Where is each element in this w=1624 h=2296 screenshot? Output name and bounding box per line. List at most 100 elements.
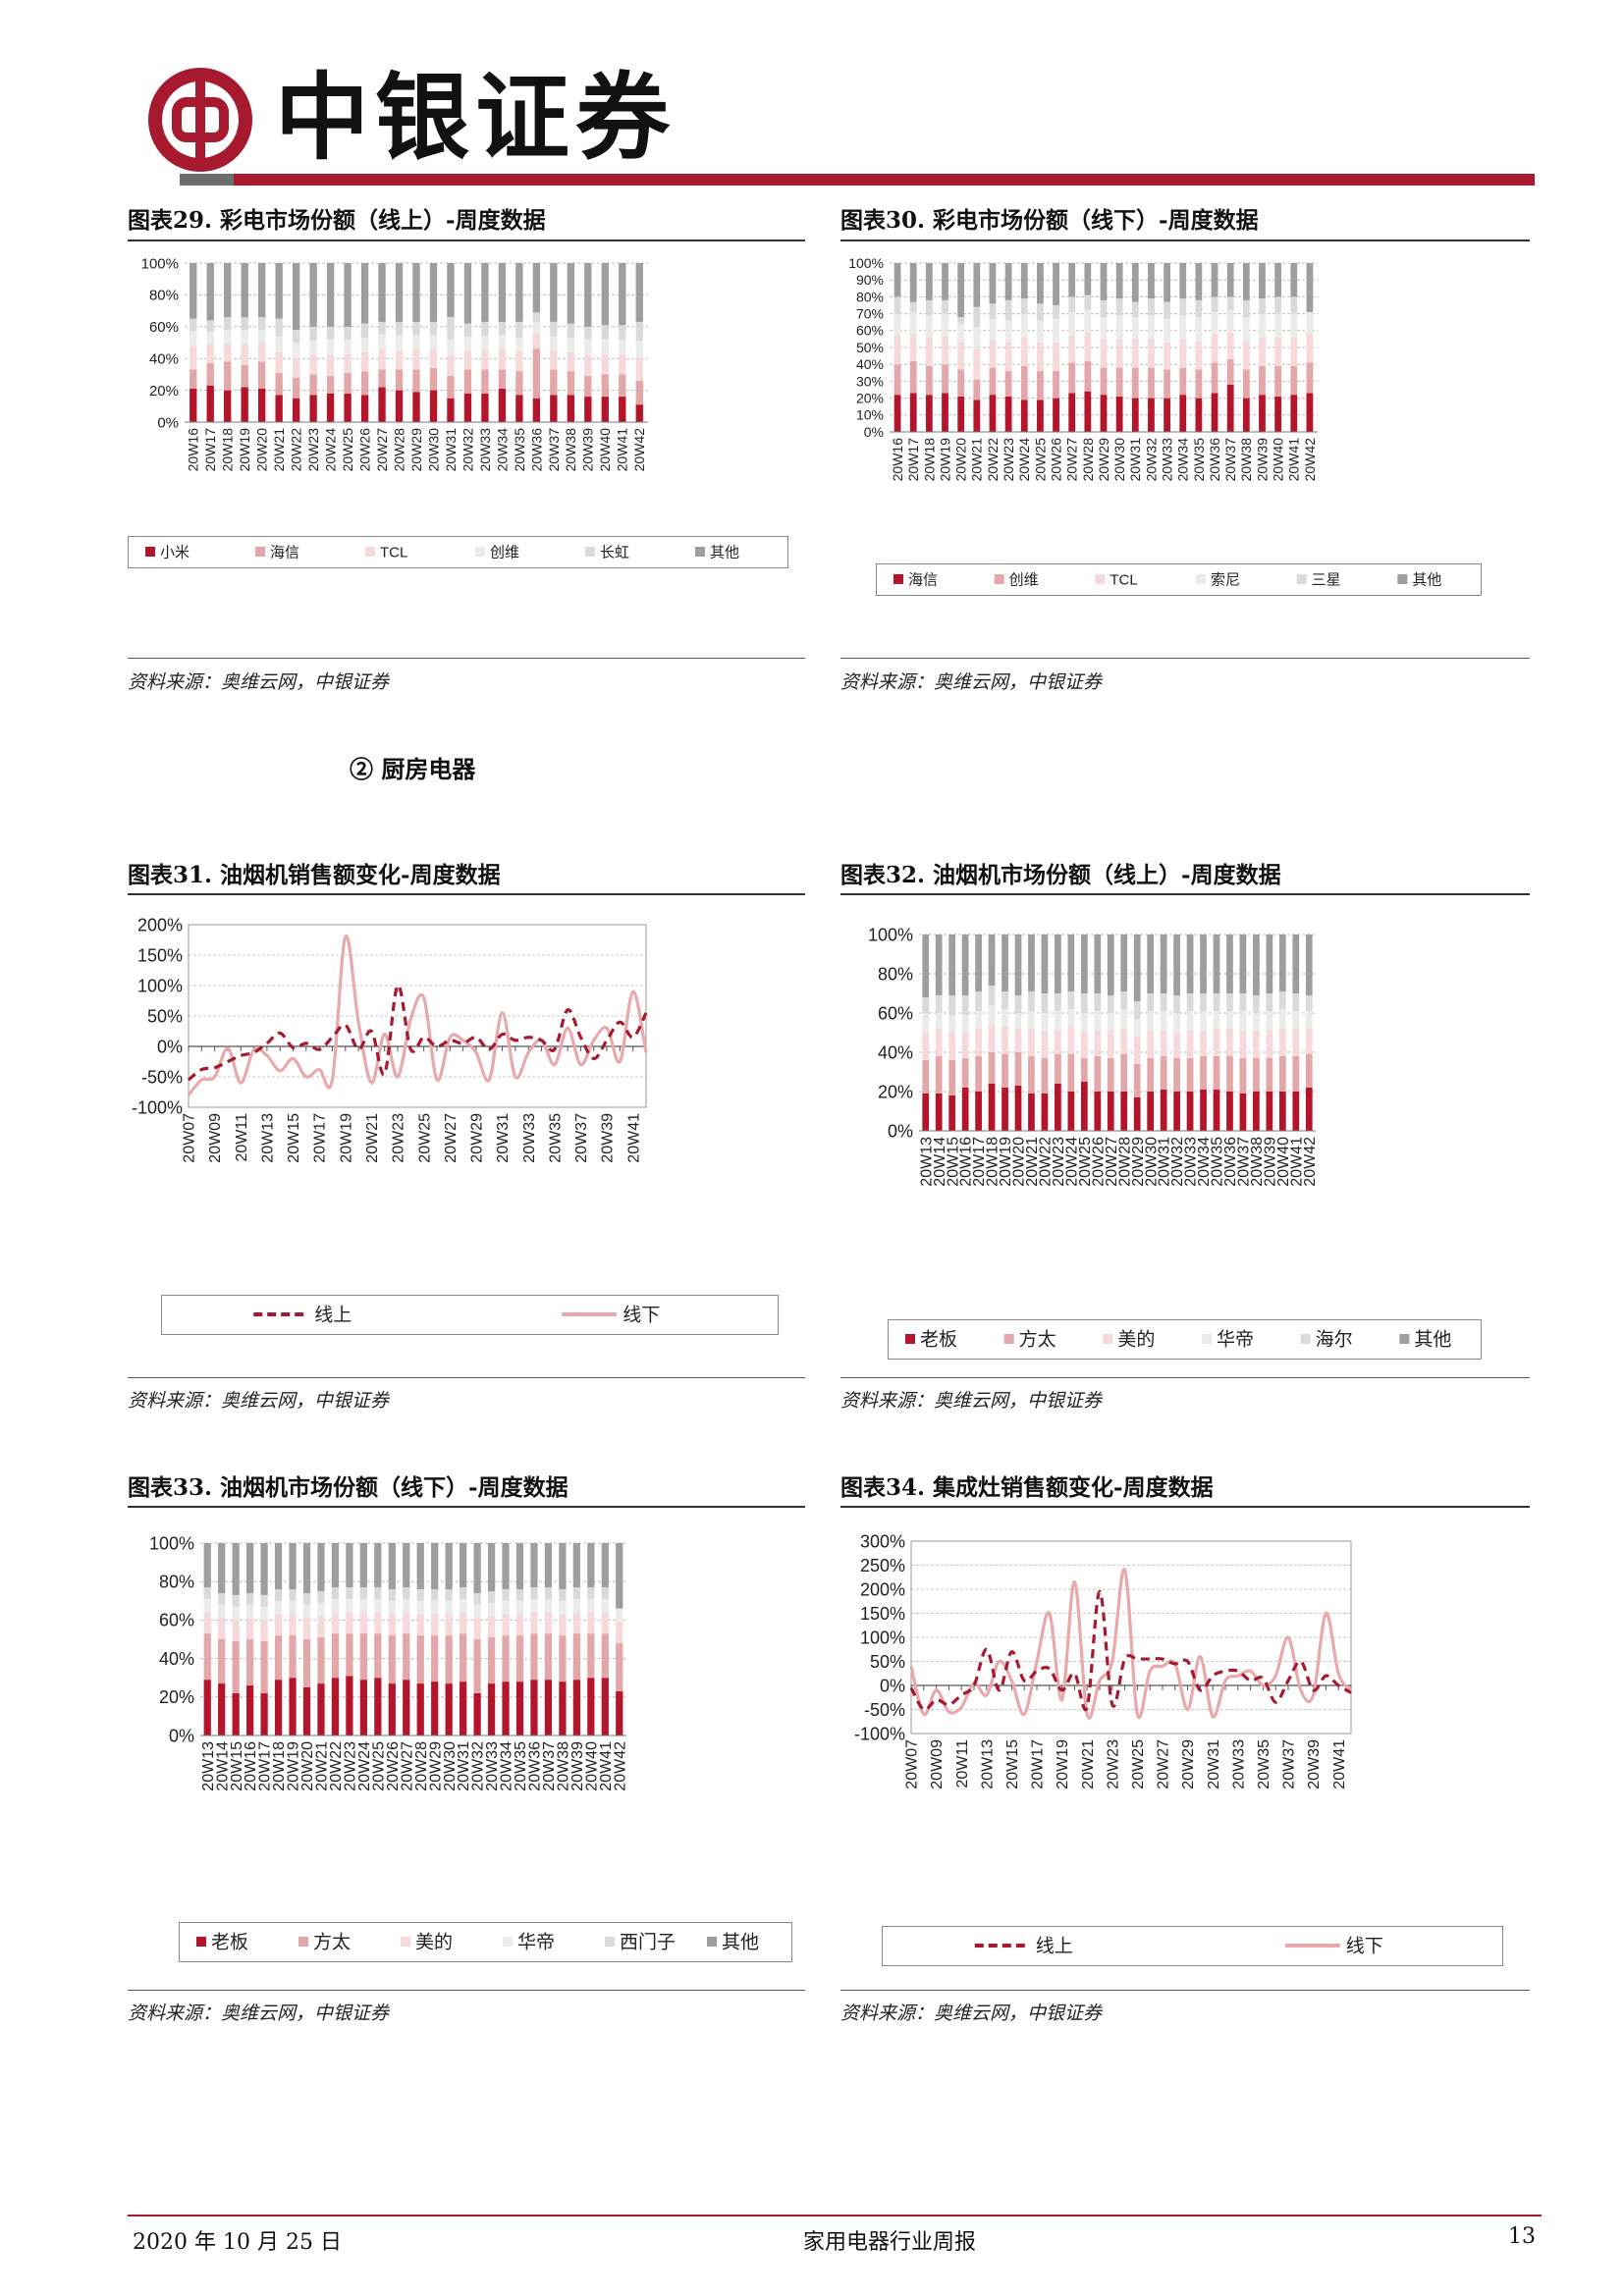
x-tick-label: 20W22 (289, 428, 304, 472)
y-tick-label: 50% (147, 1006, 183, 1026)
legend-swatch (255, 547, 265, 557)
bar-segment (1186, 1092, 1194, 1131)
bar-segment (289, 1589, 297, 1601)
bar-segment (473, 1592, 481, 1605)
x-tick-label: 20W21 (1024, 1137, 1041, 1187)
bar-segment (572, 1633, 580, 1681)
y-tick-label: 150% (137, 945, 183, 965)
bar-segment (292, 263, 300, 331)
bar-segment (925, 263, 933, 300)
y-tick-label: 0% (888, 1121, 913, 1141)
y-tick-label: 200% (860, 1579, 905, 1599)
bar-segment (1094, 1011, 1102, 1031)
bar-segment (1055, 934, 1061, 993)
bar-segment (309, 263, 317, 327)
bar-segment (232, 1543, 240, 1595)
x-tick-label: 20W32 (1169, 1137, 1186, 1187)
bar-segment (502, 1543, 510, 1590)
x-tick-label: 20W23 (1001, 438, 1016, 482)
legend-swatch (1103, 1334, 1113, 1344)
bar-segment (601, 1543, 609, 1588)
bar-segment (1164, 369, 1170, 399)
bar-segment (909, 393, 917, 432)
bar-segment (487, 1683, 496, 1735)
bar-segment (1028, 1094, 1035, 1131)
brand-header: 中银证券 (147, 59, 1542, 187)
bar-segment (515, 1543, 524, 1590)
bar-segment (989, 303, 997, 319)
x-tick-label: 20W41 (625, 1113, 642, 1163)
bar-segment (1001, 1088, 1008, 1131)
x-tick-label: 20W36 (527, 1741, 544, 1791)
bar-segment (530, 1680, 538, 1735)
bar-segment (988, 934, 996, 986)
bar-segment (1266, 1031, 1273, 1058)
bar-segment (1186, 934, 1194, 993)
bar-segment (550, 369, 558, 396)
bar-segment (317, 1683, 325, 1735)
bar-segment (309, 395, 317, 422)
bar-segment (530, 1587, 538, 1599)
bar-segment (532, 263, 541, 313)
bar-segment (989, 395, 997, 432)
x-tick-label: 20W16 (890, 438, 905, 482)
bar-segment (274, 1543, 283, 1590)
bar-segment (961, 995, 969, 1015)
x-tick-label: 20W29 (1096, 438, 1111, 482)
bar-segment (447, 354, 455, 377)
bar-segment (1164, 342, 1170, 370)
bar-segment (957, 369, 965, 397)
x-tick-label: 20W14 (214, 1741, 231, 1791)
bar-segment (498, 388, 507, 422)
bar-segment (925, 299, 933, 316)
bar-segment (206, 363, 214, 386)
bar-segment (317, 1616, 325, 1638)
bar-segment (463, 323, 472, 337)
bar-segment (1164, 301, 1170, 319)
x-tick-label: 20W14 (932, 1137, 948, 1187)
bar-segment (1037, 320, 1044, 343)
bar-segment (1179, 263, 1187, 299)
bar-segment (1131, 263, 1139, 302)
bar-segment (530, 1543, 538, 1588)
bar-segment (1211, 393, 1218, 432)
bar-segment (487, 1602, 496, 1617)
bar-segment (203, 1612, 211, 1634)
bar-segment (515, 1589, 524, 1601)
bar-segment (232, 1620, 240, 1641)
bar-segment (1173, 1033, 1180, 1058)
bar-segment (973, 400, 981, 432)
bar-segment (532, 333, 541, 349)
bar-segment (1084, 360, 1092, 392)
figure-34-title-rule (840, 1506, 1530, 1508)
bar-segment (957, 396, 965, 432)
bar-segment (1226, 1029, 1233, 1056)
bar-segment (395, 321, 404, 335)
x-tick-label: 20W32 (1143, 438, 1159, 482)
bar-segment (360, 338, 369, 352)
legend-label: 索尼 (1211, 571, 1240, 588)
bar-segment (395, 263, 404, 322)
bar-segment (206, 331, 214, 345)
bar-segment (893, 263, 901, 297)
bar-segment (1107, 995, 1114, 1013)
bar-segment (378, 369, 386, 388)
bar-segment (331, 1587, 340, 1599)
bar-segment (260, 1692, 268, 1735)
x-tick-label: 20W40 (1275, 1137, 1292, 1187)
bar-segment (1067, 934, 1075, 991)
legend-swatch (365, 547, 375, 557)
bar-segment (635, 321, 643, 342)
bar-segment (412, 321, 420, 335)
bar-segment (1148, 298, 1155, 316)
bar-segment (584, 354, 592, 377)
bar-segment (975, 934, 982, 991)
bar-segment (957, 263, 965, 318)
bar-segment (360, 351, 369, 372)
figure-33-title: 图表33. 油烟机市场份额（线下）-周度数据 (128, 1474, 568, 1501)
bar-segment (1278, 934, 1286, 991)
bar-segment (331, 1633, 340, 1679)
bar-segment (559, 1543, 567, 1590)
bar-segment (1115, 367, 1123, 397)
bar-segment (241, 263, 248, 318)
